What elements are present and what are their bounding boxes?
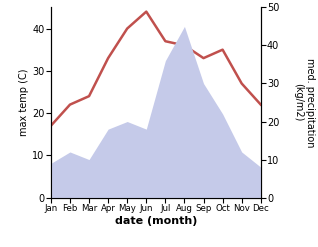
Y-axis label: max temp (C): max temp (C) [19,69,30,136]
Y-axis label: med. precipitation
(kg/m2): med. precipitation (kg/m2) [293,58,315,147]
X-axis label: date (month): date (month) [114,216,197,226]
